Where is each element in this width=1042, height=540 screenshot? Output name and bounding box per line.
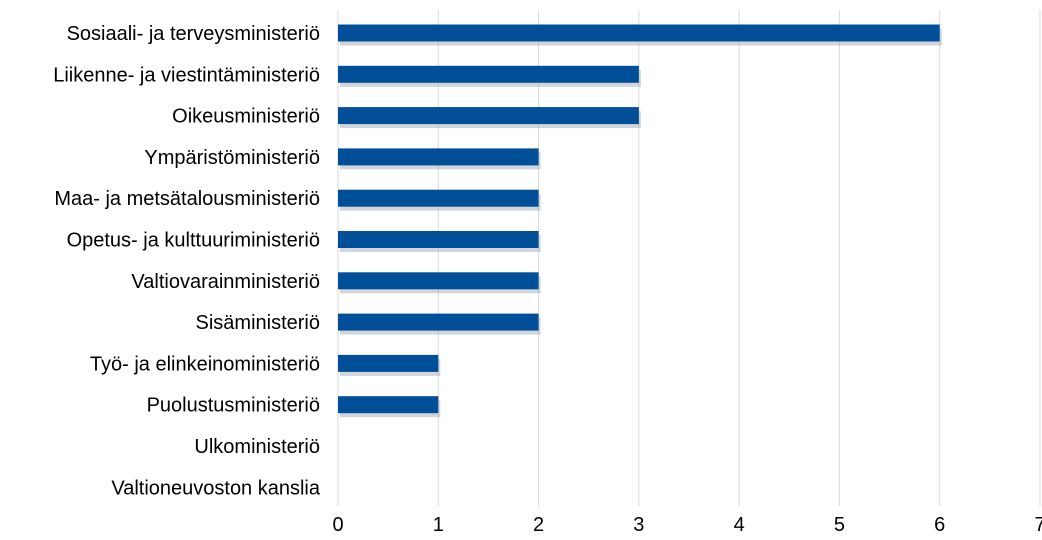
category-label: Sosiaali- ja terveysministeriö [67,23,320,45]
bar [338,313,539,331]
bar [338,189,539,207]
bar [338,107,639,125]
category-label: Opetus- ja kulttuuriministeriö [67,230,320,252]
x-tick-label: 7 [1034,514,1042,536]
x-tick-label: 4 [734,514,745,536]
category-label: Maa- ja metsätalousministeriö [54,188,320,210]
bar [338,65,639,83]
category-label: Puolustusministeriö [147,395,320,417]
category-labels: Sosiaali- ja terveysministeriö Liikenne- … [53,23,321,499]
category-label: Valtiovarainministeriö [131,271,320,293]
category-label: Työ- ja elinkeinoministeriö [90,353,320,375]
bar [338,231,539,248]
gridlines [337,10,1041,506]
x-tick-label: 1 [433,514,444,536]
bar [338,148,539,166]
x-tick-label: 6 [934,514,945,536]
category-label: Liikenne- ja viestintäministeriö [53,64,320,86]
category-label: Ulkoministeriö [194,436,320,458]
category-label: Sisäministeriö [196,312,320,334]
bar [338,272,539,290]
bars [338,24,942,418]
x-tick-label: 0 [332,514,343,536]
x-tick-label: 3 [633,514,644,536]
category-label: Oikeusministeriö [172,106,320,128]
bar [338,354,439,372]
category-label: Valtioneuvoston kanslia [111,477,321,499]
x-axis-tick-labels: 0 1 2 3 4 5 6 7 [332,514,1042,536]
x-tick-label: 2 [533,514,544,536]
bar [338,396,439,414]
bar [338,24,940,42]
x-tick-label: 5 [834,514,845,536]
category-label: Ympäristöministeriö [144,147,320,169]
